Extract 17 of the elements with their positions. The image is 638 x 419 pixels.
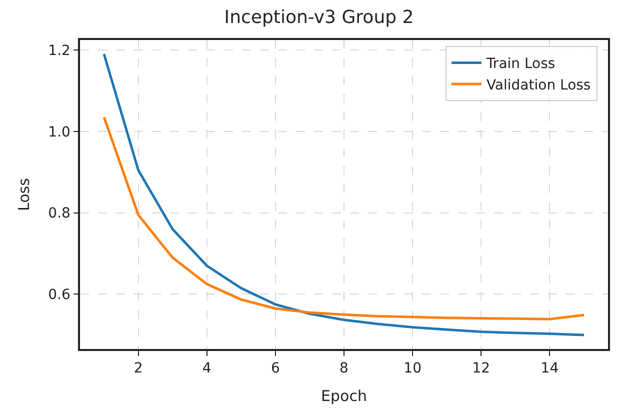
x-tick-label: 2 [134,360,143,377]
x-tick-label: 4 [202,360,212,377]
y-tick-label: 1.0 [48,124,70,140]
line-series [102,116,586,320]
x-tick-label: 10 [404,360,422,377]
x-tick-label: 12 [472,360,490,377]
legend-label: Validation Loss [486,77,591,94]
x-axis-title: Epoch [321,387,367,406]
x-tick-label: 14 [540,360,559,377]
x-tick-label: 6 [270,360,280,377]
y-axis-title: Loss [14,178,33,211]
chart-title: Inception-v3 Group 2 [224,7,414,28]
y-tick-label: 0.8 [48,206,70,222]
y-tick-label: 0.6 [48,287,71,304]
x-tick-label: 8 [340,360,348,377]
legend-label: Train Loss [485,56,556,72]
y-tick-label: 1.2 [48,42,70,59]
